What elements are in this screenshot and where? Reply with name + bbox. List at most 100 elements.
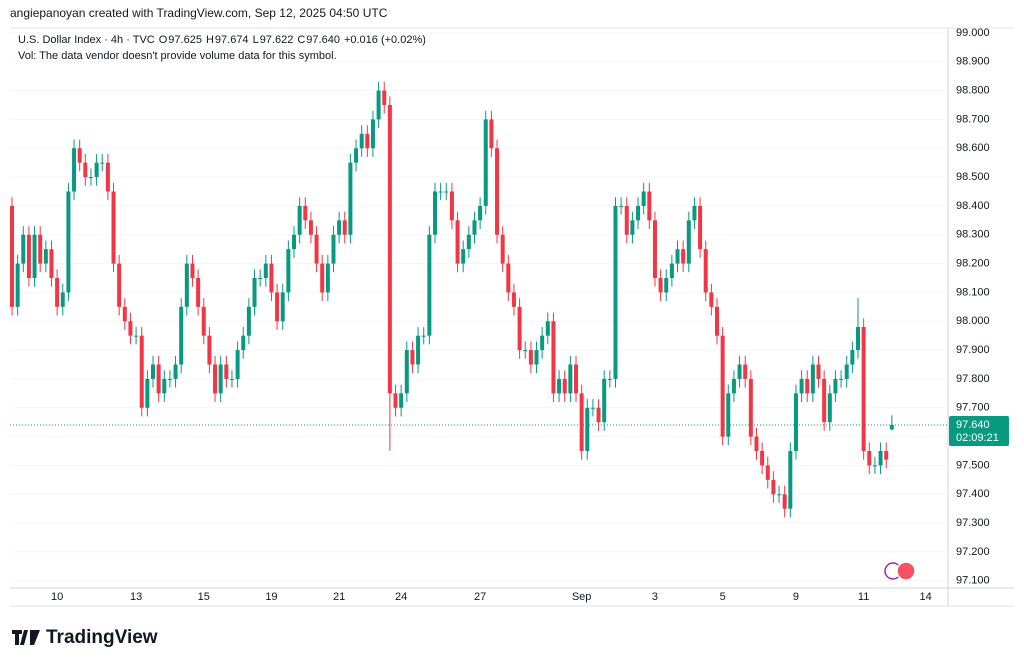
candle-body bbox=[782, 494, 787, 509]
candle-body bbox=[805, 378, 810, 394]
candle-body bbox=[427, 234, 432, 336]
candle-body bbox=[387, 104, 392, 394]
candle-body bbox=[658, 278, 663, 293]
candle-body bbox=[844, 364, 849, 379]
candle-body bbox=[867, 451, 872, 466]
candle-body bbox=[641, 191, 646, 206]
candle-body bbox=[331, 234, 336, 264]
candle-body bbox=[370, 119, 375, 149]
legend-value: 97.625 bbox=[168, 34, 202, 46]
flag-icon bbox=[884, 561, 916, 581]
candle-body bbox=[839, 378, 844, 380]
icon-flag bbox=[896, 561, 916, 581]
candle-body bbox=[506, 263, 511, 293]
candle-body bbox=[461, 249, 466, 264]
candle-body bbox=[703, 249, 708, 293]
candle-body bbox=[100, 162, 105, 164]
candle-body bbox=[788, 451, 793, 509]
x-tick-label: 9 bbox=[793, 591, 799, 603]
candle-body bbox=[551, 321, 556, 394]
candle-body bbox=[410, 350, 415, 365]
candle-body bbox=[833, 378, 838, 394]
legend: U.S. Dollar Index · 4h · TVC O 97.625 H 97.6… bbox=[18, 34, 426, 46]
candle-body bbox=[765, 465, 770, 480]
candle-body bbox=[128, 321, 133, 336]
x-tick-label: Sep bbox=[572, 591, 592, 603]
candle-body bbox=[579, 393, 584, 452]
x-tick-label: 27 bbox=[474, 591, 486, 603]
candle-body bbox=[325, 263, 330, 293]
candle-body bbox=[731, 378, 736, 394]
candle-body bbox=[636, 205, 641, 221]
candle-body bbox=[438, 191, 443, 193]
candle-body bbox=[105, 162, 110, 192]
candle-body bbox=[675, 249, 680, 264]
x-tick-label: 21 bbox=[333, 591, 345, 603]
candle-body bbox=[416, 335, 421, 365]
candle-body bbox=[173, 364, 178, 379]
candle-body bbox=[743, 364, 748, 379]
candle-body bbox=[500, 234, 505, 264]
y-tick-label: 97.700 bbox=[956, 402, 990, 414]
candle-body bbox=[122, 306, 127, 322]
candle-body bbox=[134, 335, 139, 337]
x-tick-label: 11 bbox=[858, 591, 869, 603]
logo: TradingView bbox=[12, 627, 158, 648]
candle-body bbox=[444, 191, 449, 193]
candle-body bbox=[252, 278, 257, 307]
candle-body bbox=[726, 393, 731, 437]
y-tick-label: 98.000 bbox=[956, 315, 990, 327]
candle-body bbox=[771, 479, 776, 495]
volume-note: Vol: The data vendor doesn't provide vol… bbox=[18, 50, 337, 62]
candle-body bbox=[720, 335, 725, 437]
candle-body bbox=[201, 306, 206, 336]
last-price-box bbox=[949, 416, 1009, 447]
x-tick-label: 24 bbox=[395, 591, 407, 603]
candle-body bbox=[77, 148, 82, 163]
candle-body bbox=[590, 407, 595, 409]
candle-body bbox=[816, 364, 821, 379]
x-tick-label: 5 bbox=[720, 591, 726, 603]
candle-body bbox=[681, 249, 686, 264]
candle-body bbox=[404, 350, 409, 394]
candle-body bbox=[263, 263, 268, 279]
x-tick-label: 10 bbox=[51, 591, 63, 603]
candle-body bbox=[607, 378, 612, 380]
candle-body bbox=[376, 90, 381, 120]
candle-body bbox=[483, 119, 488, 206]
x-tick-label: 3 bbox=[652, 591, 658, 603]
candle-body bbox=[686, 220, 691, 264]
candle-body bbox=[111, 191, 116, 264]
candle-body bbox=[224, 364, 229, 379]
candle-body bbox=[889, 425, 894, 430]
candle-body bbox=[511, 292, 516, 307]
candle-body bbox=[793, 393, 798, 452]
candle-body bbox=[856, 327, 860, 351]
candle-body bbox=[399, 393, 404, 408]
candle-body bbox=[574, 364, 578, 394]
y-tick-label: 98.500 bbox=[956, 171, 990, 183]
candle-body bbox=[528, 350, 533, 365]
y-tick-label: 98.700 bbox=[956, 113, 990, 125]
candle-body bbox=[737, 364, 742, 379]
candle-body bbox=[872, 465, 877, 467]
candle-body bbox=[21, 234, 26, 264]
candle-body bbox=[184, 263, 189, 307]
candle-body bbox=[297, 205, 302, 235]
candle-body bbox=[754, 436, 759, 452]
legend-key: C bbox=[297, 34, 305, 46]
legend-change: +0.016 (+0.02%) bbox=[344, 34, 426, 46]
candle-body bbox=[822, 378, 827, 423]
y-tick-label: 98.300 bbox=[956, 229, 990, 241]
legend-value: 97.640 bbox=[306, 34, 340, 46]
logo-icon bbox=[12, 630, 40, 645]
candle-body bbox=[60, 292, 65, 307]
x-tick-label: 15 bbox=[198, 591, 210, 603]
candle-body bbox=[258, 278, 263, 280]
candle-body bbox=[145, 378, 150, 408]
candle-body bbox=[760, 451, 765, 466]
y-tick-label: 99.000 bbox=[956, 27, 990, 39]
candle-body bbox=[664, 278, 669, 293]
candle-body bbox=[523, 350, 528, 352]
candle-body bbox=[337, 220, 342, 235]
